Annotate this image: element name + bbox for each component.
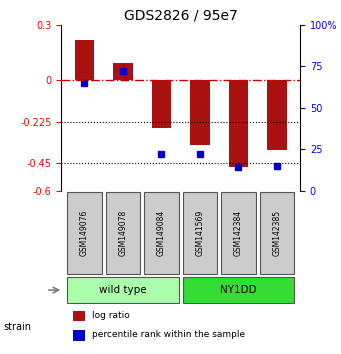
- FancyBboxPatch shape: [183, 192, 217, 274]
- FancyBboxPatch shape: [67, 277, 179, 303]
- Bar: [229, 80, 248, 167]
- FancyBboxPatch shape: [183, 277, 294, 303]
- FancyBboxPatch shape: [67, 192, 102, 274]
- Bar: [73, 330, 85, 341]
- Bar: [190, 80, 210, 144]
- Text: GSM142384: GSM142384: [234, 210, 243, 256]
- Bar: [267, 80, 286, 150]
- Bar: [113, 63, 133, 80]
- Text: GSM149084: GSM149084: [157, 210, 166, 256]
- Text: log ratio: log ratio: [92, 311, 130, 320]
- FancyBboxPatch shape: [260, 192, 294, 274]
- FancyBboxPatch shape: [144, 192, 179, 274]
- Text: percentile rank within the sample: percentile rank within the sample: [92, 331, 246, 339]
- Text: GSM149076: GSM149076: [80, 210, 89, 256]
- Text: strain: strain: [3, 322, 31, 332]
- Text: wild type: wild type: [99, 285, 147, 295]
- Text: GSM142385: GSM142385: [272, 210, 281, 256]
- Title: GDS2826 / 95e7: GDS2826 / 95e7: [124, 8, 238, 22]
- Bar: [152, 80, 171, 128]
- FancyBboxPatch shape: [106, 192, 140, 274]
- Text: GSM149078: GSM149078: [118, 210, 128, 256]
- Text: GSM141569: GSM141569: [195, 210, 205, 256]
- Bar: [75, 40, 94, 80]
- Bar: [73, 311, 85, 321]
- FancyBboxPatch shape: [221, 192, 256, 274]
- Text: NY1DD: NY1DD: [220, 285, 257, 295]
